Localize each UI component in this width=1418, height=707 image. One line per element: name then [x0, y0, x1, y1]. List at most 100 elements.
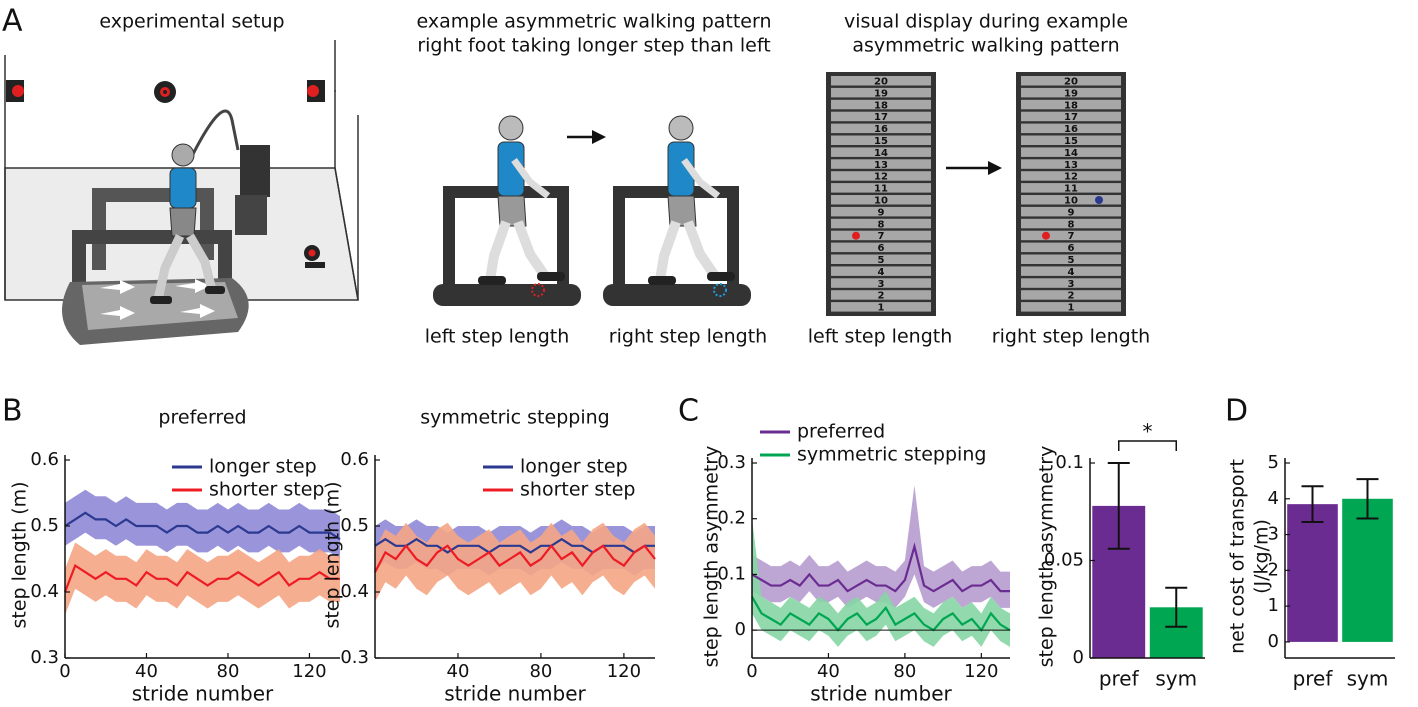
rung [831, 206, 931, 217]
y-tick-label: 0.1 [717, 563, 746, 584]
rung [831, 99, 931, 110]
significance-bracket [1118, 440, 1177, 451]
rung [1021, 76, 1121, 86]
rung-number: 6 [878, 243, 885, 254]
rung [1021, 183, 1121, 193]
band [65, 489, 340, 559]
x-tick-label: 80 [217, 661, 240, 682]
panel-label: C [678, 394, 699, 429]
x-tick-label: 80 [529, 661, 552, 682]
y-tick-label: 3 [1268, 524, 1279, 545]
rung [1021, 123, 1121, 134]
y-tick-label: 0.4 [340, 581, 369, 602]
marker [852, 231, 860, 240]
legend-label: longer step [520, 456, 628, 478]
x-tick-label: 40 [447, 661, 470, 682]
rung-number: 15 [1064, 136, 1078, 147]
rung-number: 8 [1068, 219, 1075, 230]
y-tick-label: 1 [1268, 595, 1279, 616]
rung-number: 9 [1068, 207, 1075, 218]
rung [831, 254, 931, 264]
rung-number: 20 [874, 77, 888, 88]
display-label: right step length [992, 326, 1150, 348]
x-tick-label: 120 [607, 661, 641, 682]
x-tick-label: sym [1347, 667, 1389, 691]
rung [831, 171, 931, 181]
y-tick-label: 0 [1073, 647, 1084, 668]
rung-number: 19 [1064, 88, 1078, 99]
rung-number: 10 [874, 196, 888, 207]
y-tick-label: 4 [1268, 488, 1279, 509]
marker [1042, 231, 1050, 240]
x-tick-label: 40 [135, 661, 158, 682]
rung [1021, 135, 1121, 145]
y-axis-label: (J/kg/m) [1251, 519, 1273, 594]
rung-number: 1 [878, 303, 885, 314]
x-tick-label: 120 [292, 661, 326, 682]
rung [1021, 218, 1121, 229]
panel-label: A [2, 4, 23, 39]
rung [831, 111, 931, 122]
x-axis-label: stride number [132, 682, 274, 706]
rung-number: 18 [874, 100, 888, 111]
band [65, 542, 340, 616]
rung-number: 17 [1064, 112, 1078, 123]
rung-number: 2 [1068, 291, 1075, 302]
rung-number: 16 [874, 124, 888, 135]
line [64, 511, 341, 541]
rung-number: 4 [1068, 267, 1075, 278]
rung-number: 12 [874, 172, 888, 183]
bar [1342, 498, 1393, 642]
y-axis-label: step length (m) [9, 481, 31, 628]
panel-label: D [1225, 394, 1248, 429]
rung [831, 302, 931, 312]
significance-label: * [1143, 420, 1153, 444]
y-tick-label: 5 [1268, 452, 1279, 473]
x-tick-label: 120 [964, 661, 998, 682]
y-tick-label: 0.6 [30, 449, 59, 470]
rung-number: 7 [1068, 231, 1075, 242]
rung-number: 18 [1064, 100, 1078, 111]
rung-number: 16 [1064, 124, 1078, 135]
x-tick-label: 80 [893, 661, 916, 682]
x-tick-label: 0 [59, 661, 70, 682]
rung-number: 17 [874, 112, 888, 123]
x-tick-label: pref [1099, 667, 1140, 691]
rung-number: 13 [874, 160, 888, 171]
rung [1021, 87, 1121, 98]
rung-number: 3 [878, 279, 885, 290]
walk-title: example asymmetric walking pattern [416, 11, 771, 33]
y-tick-label: 0.3 [717, 452, 746, 473]
rung-number: 2 [878, 291, 885, 302]
rung-number: 3 [1068, 279, 1075, 290]
x-axis-label: stride number [444, 682, 586, 706]
y-tick-label: 0.2 [717, 508, 746, 529]
line [374, 544, 656, 573]
legend-label: shorter step [209, 479, 324, 501]
marker [1095, 196, 1103, 204]
rung [1021, 206, 1121, 217]
rung [831, 242, 931, 253]
rung [1021, 266, 1121, 276]
y-tick-label: 0.5 [30, 515, 59, 536]
display-title: asymmetric walking pattern [852, 35, 1119, 57]
rung-number: 14 [874, 148, 888, 159]
rung-number: 19 [874, 88, 888, 99]
rung-number: 6 [1068, 243, 1075, 254]
panel-label: B [2, 394, 23, 429]
y-tick-label: 0.3 [340, 647, 369, 668]
legend-label: symmetric stepping [797, 444, 986, 466]
rung [831, 135, 931, 145]
y-tick-label: 0 [735, 619, 746, 640]
rung-number: 11 [874, 184, 888, 195]
rung-number: 11 [1064, 184, 1078, 195]
y-tick-label: 0.1 [1055, 452, 1084, 473]
display-title: visual display during example [844, 11, 1128, 33]
line [63, 563, 340, 593]
legend-label: longer step [209, 456, 317, 478]
line [751, 542, 1010, 593]
y-axis-label: net cost of transport [1227, 459, 1249, 654]
x-tick-label: 0 [746, 661, 757, 682]
rung-number: 14 [1064, 148, 1078, 159]
y-tick-label: 0.3 [30, 647, 59, 668]
